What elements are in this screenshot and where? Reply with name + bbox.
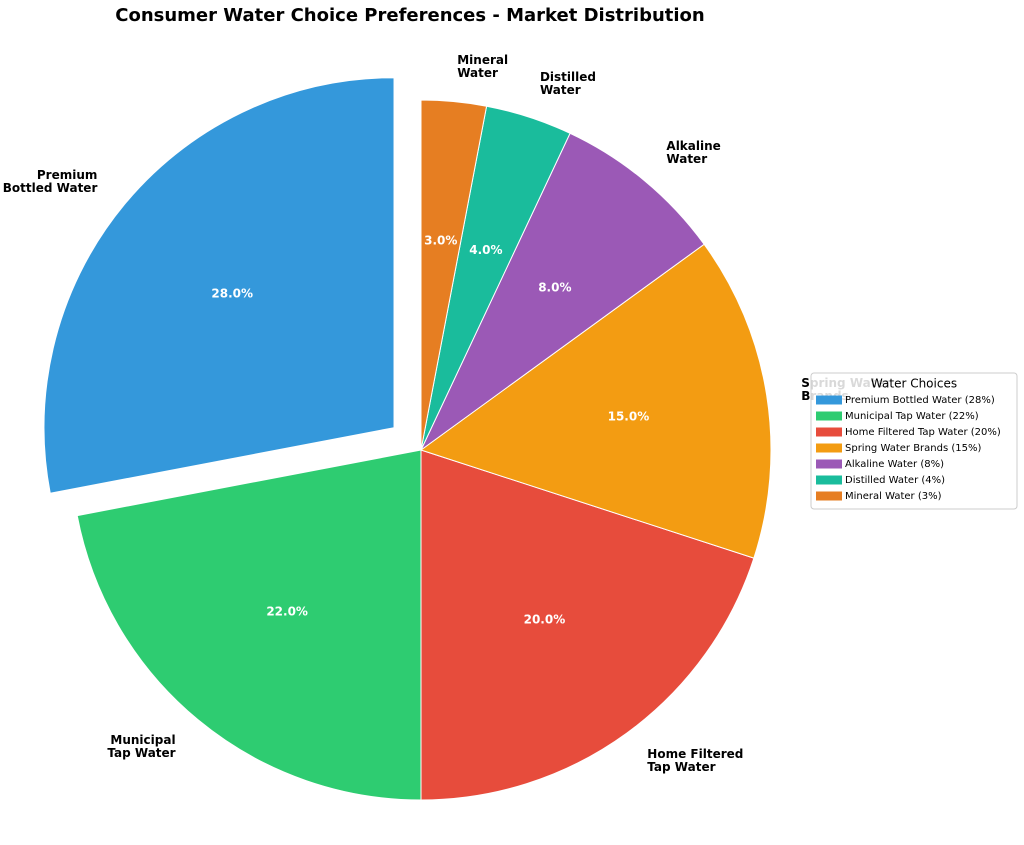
- percent-label: 28.0%: [211, 286, 253, 300]
- percent-label: 3.0%: [424, 233, 457, 247]
- category-label: Distilled Water: [539, 69, 596, 97]
- percent-label: 20.0%: [524, 612, 566, 626]
- legend-swatch: [816, 491, 842, 501]
- legend-swatch: [816, 459, 842, 469]
- legend-title: Water Choices: [871, 377, 957, 391]
- legend-box: [810, 372, 1018, 510]
- legend-swatch: [816, 475, 842, 485]
- category-label: Mineral Water: [457, 52, 509, 80]
- pie-slice: [420, 99, 488, 451]
- percent-label: 15.0%: [608, 410, 650, 424]
- category-label: Alkaline Water: [666, 139, 721, 167]
- legend-swatch: [816, 395, 842, 405]
- legend-label: Mineral Water (3%): [845, 491, 942, 502]
- category-label: Premium Bottled Water: [2, 168, 98, 196]
- legend-label: Municipal Tap Water (22%): [845, 411, 979, 422]
- percent-label: 8.0%: [538, 281, 571, 295]
- legend-label: Alkaline Water (8%): [845, 459, 944, 470]
- pie-slice: [43, 77, 395, 494]
- pie-slice: [420, 132, 705, 451]
- legend-swatch: [816, 443, 842, 453]
- pie-slice: [419, 243, 772, 559]
- legend-label: Spring Water Brands (15%): [845, 443, 981, 454]
- percent-label: 22.0%: [266, 604, 308, 618]
- legend-swatch: [816, 427, 842, 437]
- pie-slice: [420, 449, 755, 801]
- legend-label: Distilled Water (4%): [845, 475, 945, 486]
- legend-label: Premium Bottled Water (28%): [845, 395, 995, 406]
- category-label: Home Filtered Tap Water: [647, 747, 744, 775]
- percent-label: 4.0%: [469, 243, 502, 257]
- legend-swatch: [816, 411, 842, 421]
- pie-slice: [76, 449, 422, 801]
- category-label: Municipal Tap Water: [107, 732, 176, 760]
- legend-label: Home Filtered Tap Water (20%): [845, 427, 1001, 438]
- chart-title: Consumer Water Choice Preferences - Mark…: [115, 5, 705, 26]
